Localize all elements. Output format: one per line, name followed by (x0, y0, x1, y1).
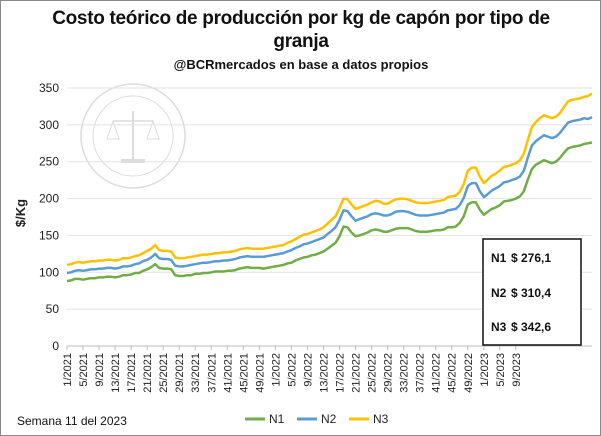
x-tick-label: 1/2021 (62, 353, 74, 387)
x-tick-label: 13/2021 (110, 353, 122, 393)
x-tick-label: 1/2023 (479, 353, 491, 387)
value-box: N1 $ 276,1 N2 $ 310,4 N3 $ 342,6 (482, 238, 582, 346)
series-line-n1 (66, 141, 593, 283)
value-box-label-n1: N1 (491, 251, 507, 265)
x-tick-labels: 1/2021 5/2021 9/2021 13/2021 17/2021 21/2021 2… (62, 346, 523, 393)
footnote: Semana 11 del 2023 (17, 414, 127, 428)
y-tick-label: 300 (39, 118, 59, 132)
chart-subtitle: @BCRmercados en base a datos propios (173, 57, 429, 72)
series-line-n3 (66, 92, 593, 267)
y-tick-label: 150 (39, 228, 59, 242)
x-tick-label: 49/2021 (254, 353, 266, 393)
x-tick-label: 1/2022 (270, 353, 282, 387)
value-box-label-n2: N2 (491, 286, 507, 300)
x-tick-label: 17/2021 (126, 353, 138, 393)
x-tick-label: 41/2021 (222, 353, 234, 393)
y-tick-labels: 0 50 100 150 200 250 300 350 (39, 81, 59, 353)
legend: N1 N2 N3 (245, 412, 389, 426)
x-tick-label: 49/2022 (463, 353, 475, 393)
x-tick-label: 33/2021 (190, 353, 202, 393)
y-tick-label: 200 (39, 192, 59, 206)
x-tick-label: 9/2021 (94, 353, 106, 387)
series-lines (66, 92, 593, 283)
x-tick-label: 33/2022 (399, 353, 411, 393)
x-tick-label: 25/2021 (158, 353, 170, 393)
x-tick-label: 41/2022 (431, 353, 443, 393)
x-tick-label: 13/2022 (318, 353, 330, 393)
y-tick-label: 250 (39, 155, 59, 169)
x-tick-label: 21/2021 (142, 353, 154, 393)
y-tick-label: 50 (46, 302, 60, 316)
x-tick-label: 5/2022 (286, 353, 298, 387)
x-tick-label: 25/2022 (367, 353, 379, 393)
x-tick-label: 45/2021 (238, 353, 250, 393)
x-tick-label: 5/2021 (78, 353, 90, 387)
watermark-seal-icon (80, 83, 186, 189)
x-tick-label: 29/2021 (174, 353, 186, 393)
chart-title: Costo teórico de producción por kg de ca… (52, 8, 550, 52)
x-tick-label: 37/2022 (415, 353, 427, 393)
x-tick-label: 9/2022 (302, 353, 314, 387)
y-tick-label: 350 (39, 81, 59, 95)
x-tick-label: 29/2022 (383, 353, 395, 393)
x-tick-label: 37/2021 (206, 353, 218, 393)
x-tick-label: 9/2023 (511, 353, 523, 387)
legend-label-n3: N3 (373, 412, 389, 426)
x-tick-label: 5/2023 (495, 353, 507, 387)
legend-label-n2: N2 (321, 412, 337, 426)
value-box-value-n3: $ 342,6 (511, 320, 551, 334)
y-tick-label: 100 (39, 265, 59, 279)
value-box-label-n3: N3 (491, 320, 507, 334)
series-line-n2 (66, 116, 593, 275)
y-tick-label: 0 (52, 339, 59, 353)
y-axis-label: $/Kg (13, 199, 28, 227)
x-tick-label: 17/2022 (335, 353, 347, 393)
legend-label-n1: N1 (269, 412, 285, 426)
value-box-value-n1: $ 276,1 (511, 251, 551, 265)
x-tick-label: 45/2022 (447, 353, 459, 393)
x-tick-label: 21/2022 (351, 353, 363, 393)
value-box-value-n2: $ 310,4 (511, 286, 551, 300)
